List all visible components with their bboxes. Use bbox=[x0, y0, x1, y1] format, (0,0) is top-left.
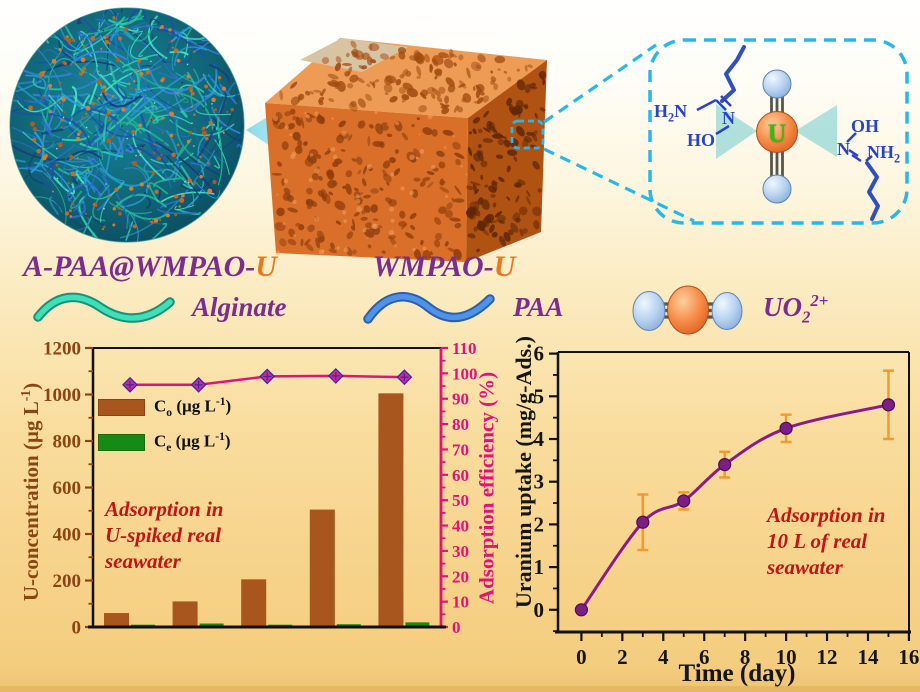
bar-chart-legend: Co (µg L-1) Ce (µg L-1) bbox=[98, 395, 231, 465]
porous-cube-image bbox=[265, 38, 547, 262]
polymer-chain-left bbox=[720, 45, 746, 103]
alginate-wave-icon bbox=[33, 292, 175, 323]
n-left-label: N bbox=[722, 108, 735, 128]
y-tick-label: 6 bbox=[534, 342, 545, 366]
y-tick-label: 400 bbox=[53, 525, 82, 546]
data-point bbox=[574, 603, 589, 617]
alginate-label: Alginate bbox=[192, 292, 287, 322]
x-tick-label: 8 bbox=[740, 645, 751, 669]
oh-label: OH bbox=[851, 116, 880, 136]
y-tick-label: 4 bbox=[534, 427, 545, 451]
legend-swatch-ce bbox=[98, 433, 145, 451]
uranium-atom bbox=[756, 111, 798, 153]
amidoxime-bonds bbox=[696, 95, 873, 163]
uo2-label: UO22+ bbox=[763, 291, 829, 327]
y-tick-label: 2 bbox=[534, 512, 545, 536]
y-tick-label: 600 bbox=[53, 478, 82, 499]
bar-co bbox=[172, 601, 198, 627]
x-tick-label: 16 bbox=[898, 645, 919, 669]
polymer-chain-right bbox=[865, 161, 880, 221]
y2-tick-label: 110 bbox=[452, 339, 477, 358]
oxygen-atom bbox=[762, 174, 792, 204]
x-tick-label: 14 bbox=[857, 645, 879, 669]
uranyl-molecule bbox=[756, 69, 798, 204]
data-point bbox=[636, 515, 650, 529]
x-tick-label: 4 bbox=[658, 645, 669, 669]
y-tick-label: 0 bbox=[72, 618, 82, 639]
y-tick-label: 0 bbox=[534, 598, 545, 622]
y2-tick-label: 50 bbox=[452, 491, 469, 510]
paa-wave-icon bbox=[363, 292, 495, 324]
y2-tick-label: 60 bbox=[452, 466, 469, 485]
data-point bbox=[779, 421, 793, 435]
bar-co bbox=[309, 509, 335, 627]
y-tick-label: 200 bbox=[53, 571, 82, 592]
legend-swatch-co bbox=[98, 398, 145, 416]
fit-curve bbox=[580, 403, 889, 611]
dashed-zoom-link bbox=[510, 38, 909, 225]
bar-ce bbox=[405, 622, 430, 627]
left-y-axis-label: U-concentration (µg L-1) bbox=[18, 382, 43, 602]
y-tick-label: 800 bbox=[53, 432, 82, 453]
fiber-sphere-image bbox=[9, 7, 245, 243]
bind-arrow-left-icon bbox=[716, 104, 757, 159]
x-tick-label: 12 bbox=[817, 645, 838, 669]
uptake-y-axis-label: Uranium uptake (mg/g-Ads.) bbox=[511, 336, 536, 608]
legend-entry-ce: Ce (µg L-1) bbox=[98, 430, 231, 454]
time-x-axis-label: Time (day) bbox=[678, 660, 796, 687]
data-point bbox=[881, 398, 896, 412]
data-point bbox=[677, 494, 691, 508]
uranium-symbol: U bbox=[767, 119, 787, 148]
y2-tick-label: 10 bbox=[452, 593, 469, 612]
n-right-label: N bbox=[837, 139, 850, 159]
bar-chart: 0 200 400 600 800 1000 1200 0 10 20 30 40 50 60 70 80 90… bbox=[43, 339, 478, 639]
y-tick-label: 1200 bbox=[43, 339, 81, 360]
y2-tick-label: 100 bbox=[452, 364, 478, 383]
dashed-inset-box bbox=[648, 38, 909, 225]
uo2-molecule-icon bbox=[632, 285, 743, 335]
bar-co bbox=[241, 579, 267, 627]
y2-tick-label: 80 bbox=[452, 415, 469, 434]
dashed-zoom-box-small bbox=[510, 119, 545, 150]
y2-tick-label: 70 bbox=[452, 440, 469, 459]
x-tick-label: 0 bbox=[576, 645, 587, 669]
bottom-border bbox=[0, 686, 920, 692]
h2n-label: H2N bbox=[654, 101, 688, 125]
x-tick-label: 10 bbox=[776, 645, 797, 669]
bar-co bbox=[104, 613, 129, 627]
paa-label: PAA bbox=[513, 292, 564, 322]
cube-title: WMPAO-U bbox=[372, 250, 516, 283]
sphere-title: A-PAA@WMPAO-U bbox=[23, 250, 277, 283]
bar-chart-annotation: Adsorption in U-spiked real seawater bbox=[105, 497, 224, 573]
uranyl-binding-inset bbox=[696, 45, 880, 221]
data-point bbox=[718, 458, 732, 472]
y2-tick-label: 0 bbox=[452, 618, 461, 637]
nh2-label: NH2 bbox=[867, 142, 901, 166]
oxygen-atom bbox=[762, 69, 792, 99]
y-tick-label: 1000 bbox=[43, 385, 81, 406]
y2-tick-label: 90 bbox=[452, 390, 469, 409]
bind-arrow-right-icon bbox=[795, 105, 837, 157]
uptake-chart-annotation: Adsorption in 10 L of real seawater bbox=[767, 503, 886, 579]
ho-label: HO bbox=[687, 130, 716, 150]
bar-co bbox=[378, 393, 404, 627]
right-y-axis-label: Adsorption efficiency (%) bbox=[474, 371, 499, 605]
x-tick-label: 2 bbox=[617, 645, 628, 669]
y2-tick-label: 30 bbox=[452, 542, 469, 561]
y-tick-label: 5 bbox=[534, 384, 545, 408]
legend-entry-co: Co (µg L-1) bbox=[98, 395, 231, 419]
x-tick-label: 6 bbox=[699, 645, 710, 669]
y-tick-label: 3 bbox=[534, 470, 545, 494]
y2-tick-label: 20 bbox=[452, 567, 469, 586]
y-tick-label: 1 bbox=[534, 555, 545, 579]
bar-ce bbox=[199, 623, 224, 627]
y2-tick-label: 40 bbox=[452, 517, 469, 536]
